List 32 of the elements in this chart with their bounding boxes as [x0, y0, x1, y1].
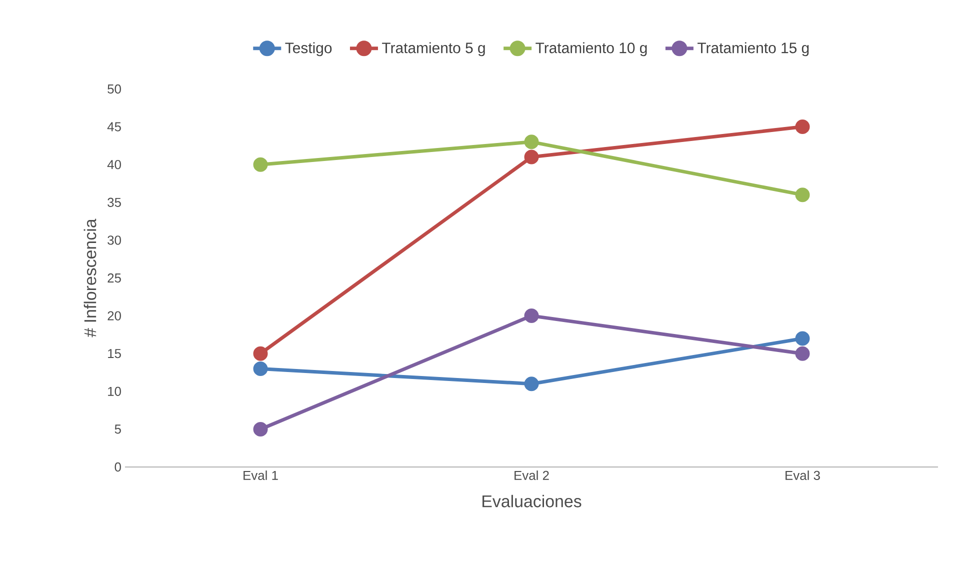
point: [795, 120, 810, 134]
y-tick-label: 25: [108, 273, 121, 283]
point: [524, 150, 539, 164]
x-axis-title: Evaluaciones: [482, 494, 582, 508]
y-axis-title: # Inflorescencia: [84, 218, 96, 338]
y-tick-label: 50: [108, 84, 121, 94]
point: [253, 422, 268, 436]
y-tick-label: 15: [108, 349, 121, 358]
point: [253, 157, 268, 172]
x-tick-label: Eval 2: [514, 470, 549, 480]
x-tick-label: Eval 3: [786, 470, 820, 480]
y-tick-label: 40: [107, 160, 121, 170]
point: [795, 331, 810, 346]
y-tick-label: 45: [107, 122, 121, 132]
y-tick-label: 10: [108, 386, 121, 396]
legend-label: Tratamiento 10 g: [536, 42, 647, 56]
y-tick-label: 20: [108, 311, 121, 320]
y-tick-label: 0: [114, 462, 121, 472]
y-tick-label: 30: [108, 236, 121, 245]
x-tick-label: Eval 1: [244, 470, 278, 480]
y-tick-label: 5: [114, 424, 121, 434]
legend-label: Tratamiento 15 g: [698, 42, 809, 56]
point: [524, 308, 539, 324]
point: [253, 346, 268, 361]
legend-label: Testigo: [285, 42, 332, 56]
y-tick-label: 35: [108, 198, 121, 207]
point: [253, 361, 268, 376]
point: [795, 346, 810, 361]
legend-label: Tratamiento 5 g: [382, 42, 485, 56]
point: [795, 188, 810, 202]
point: [524, 134, 539, 150]
point: [524, 376, 539, 392]
